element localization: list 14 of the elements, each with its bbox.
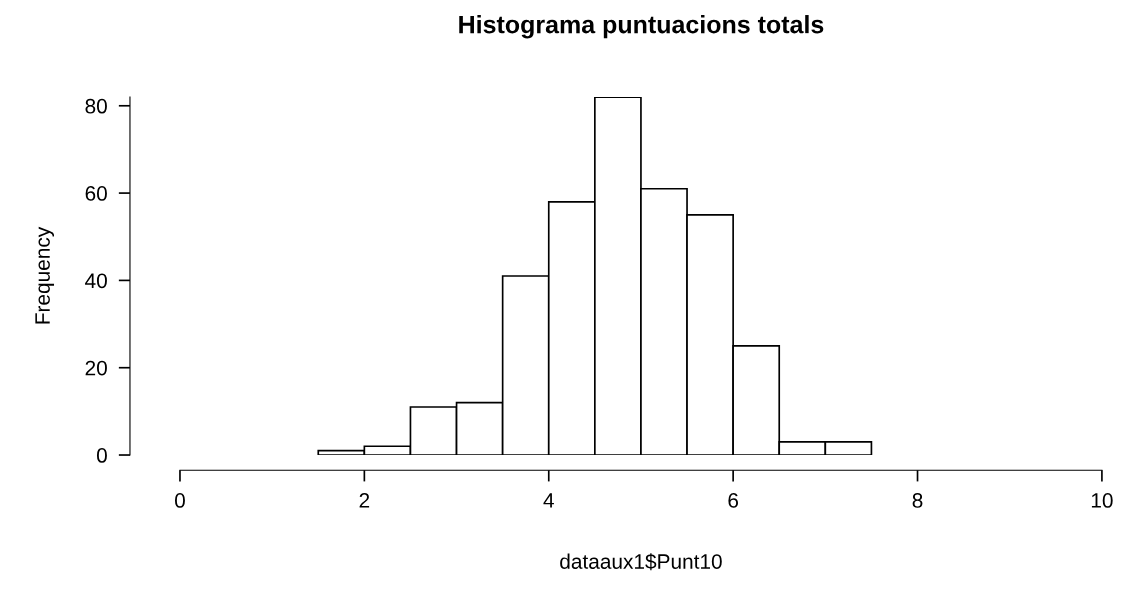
x-tick-label: 0: [174, 493, 185, 508]
x-tick-label: 4: [543, 493, 554, 508]
x-axis-title: dataaux1$Punt10: [560, 553, 722, 571]
x-tick-label: 8: [912, 493, 923, 508]
x-tick-label: 10: [1091, 493, 1113, 508]
x-tick-label: 2: [359, 493, 370, 508]
y-axis-title: Frequency: [35, 226, 55, 324]
y-tick-label: 60: [85, 186, 107, 201]
x-tick-label: 6: [728, 493, 739, 508]
y-tick-label: 20: [85, 360, 107, 376]
y-tick-label: 0: [96, 448, 107, 463]
y-tick-label: 40: [85, 273, 107, 289]
chart-title: Histograma puntuacions totals: [459, 15, 824, 39]
y-tick-label: 80: [85, 98, 107, 114]
